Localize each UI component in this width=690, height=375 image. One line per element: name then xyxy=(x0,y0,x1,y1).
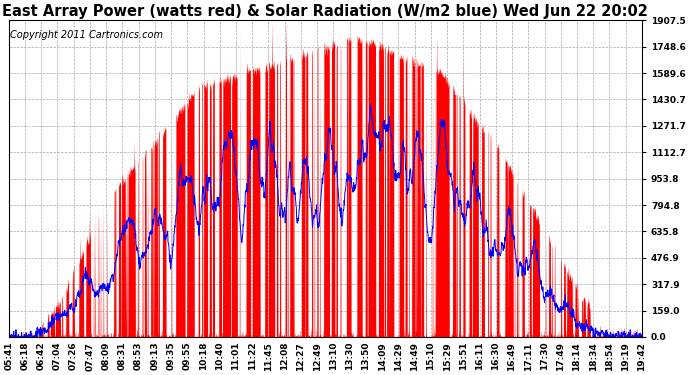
Title: East Array Power (watts red) & Solar Radiation (W/m2 blue) Wed Jun 22 20:02: East Array Power (watts red) & Solar Rad… xyxy=(2,4,648,19)
Text: Copyright 2011 Cartronics.com: Copyright 2011 Cartronics.com xyxy=(10,30,163,40)
